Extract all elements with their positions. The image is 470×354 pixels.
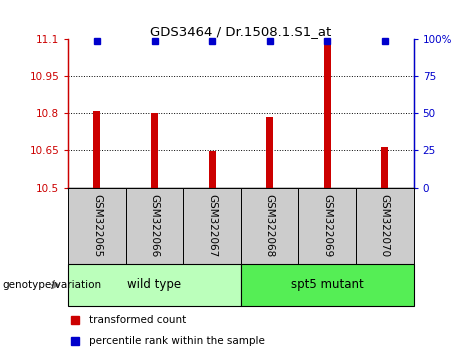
Bar (151, 113, 158, 188)
Text: spt5 mutant: spt5 mutant (291, 279, 364, 291)
Text: genotype/variation: genotype/variation (2, 280, 102, 290)
Bar (298, 188, 356, 264)
Title: GDS3464 / Dr.1508.1.S1_at: GDS3464 / Dr.1508.1.S1_at (150, 25, 331, 38)
Bar (68, 264, 241, 306)
Text: GSM322065: GSM322065 (92, 194, 102, 257)
Text: GSM322069: GSM322069 (322, 194, 332, 257)
Bar (381, 147, 388, 188)
Bar (266, 117, 273, 188)
Bar (241, 264, 414, 306)
Bar (324, 40, 331, 188)
Text: percentile rank within the sample: percentile rank within the sample (89, 336, 265, 346)
Text: transformed count: transformed count (89, 315, 186, 325)
Bar (94, 111, 101, 188)
Bar (356, 188, 414, 264)
Bar (209, 151, 216, 188)
Bar (68, 188, 126, 264)
Text: GSM322070: GSM322070 (380, 194, 390, 257)
Text: GSM322066: GSM322066 (149, 194, 159, 257)
Text: GSM322067: GSM322067 (207, 194, 217, 257)
Bar (241, 188, 298, 264)
Text: GSM322068: GSM322068 (265, 194, 274, 257)
Bar (126, 188, 183, 264)
Bar (183, 188, 241, 264)
Text: wild type: wild type (127, 279, 181, 291)
